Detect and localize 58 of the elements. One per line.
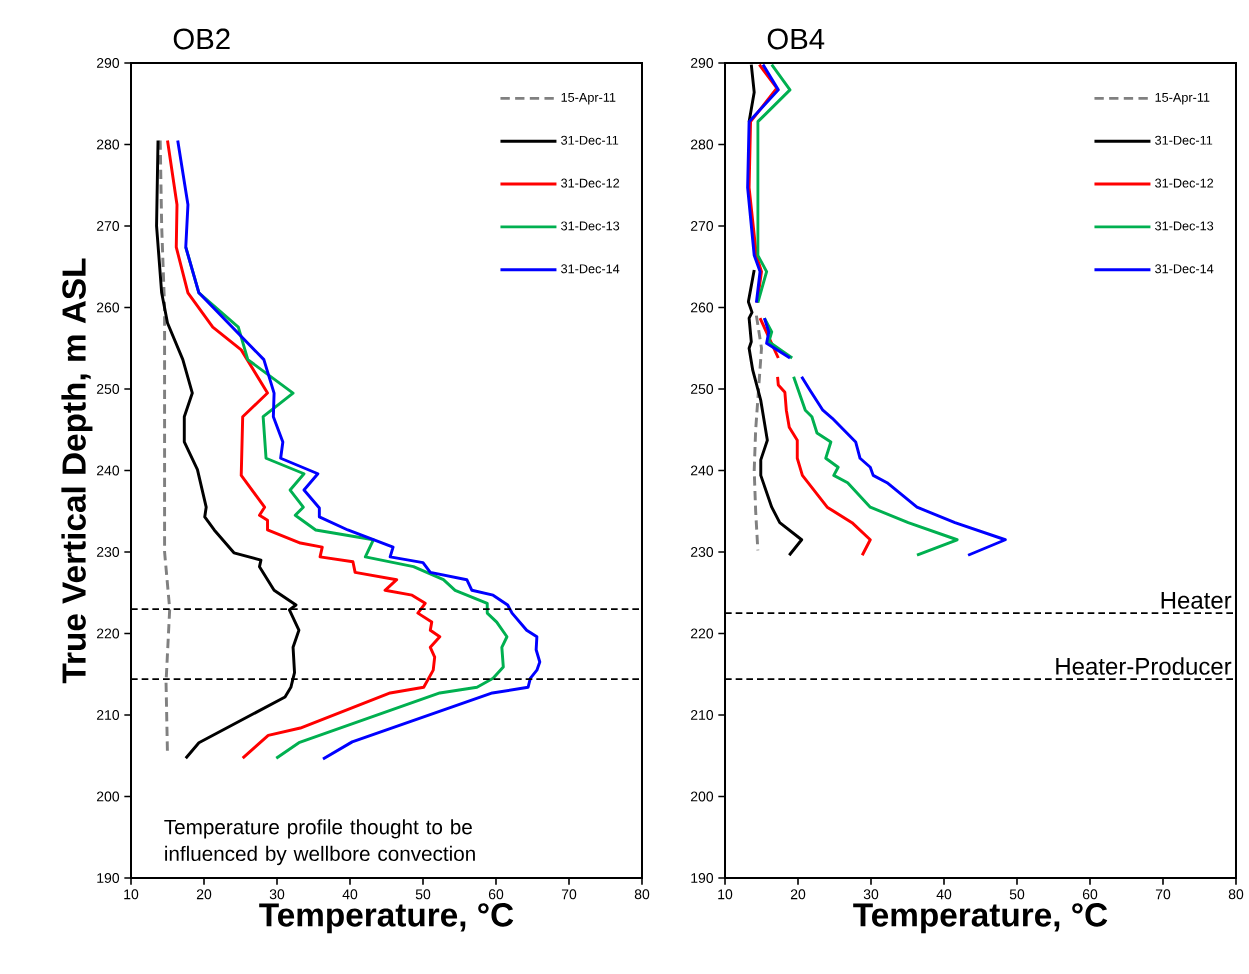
- chart-title: OB2: [173, 28, 230, 50]
- legend-label: 15-Apr-11: [561, 93, 616, 105]
- annotation: Temperature profile thought to be influenced by wellbore convection: [164, 819, 475, 866]
- ref-line-label: Heater: [1161, 592, 1232, 609]
- line-series: [176, 138, 542, 761]
- x-axis-title: Temperature, °C: [853, 903, 1108, 934]
- x-tick-label: 10: [718, 889, 733, 900]
- y-tick-label: 250: [96, 384, 120, 394]
- x-tick-label: 40: [342, 889, 358, 900]
- y-tick-label: 200: [690, 791, 714, 802]
- y-tick-label: 210: [690, 710, 714, 720]
- x-axis-title: Temperature, °C: [259, 903, 514, 934]
- legend-label: 31-Dec-14: [1155, 264, 1214, 274]
- y-tick-label: 270: [96, 221, 120, 231]
- legend-label: 31-Dec-11: [1155, 135, 1213, 145]
- y-tick-label: 250: [690, 384, 714, 394]
- x-tick-label: 10: [124, 889, 139, 900]
- y-tick-label: 290: [690, 58, 714, 68]
- x-tick-label: 70: [561, 889, 577, 900]
- y-tick-label: 190: [97, 873, 120, 883]
- x-tick-label: 30: [269, 889, 285, 900]
- x-tick-label: 20: [196, 889, 212, 900]
- y-tick-label: 220: [96, 628, 120, 639]
- y-tick-label: 260: [96, 302, 120, 313]
- y-tick-label: 230: [96, 547, 120, 557]
- y-tick-label: 190: [691, 873, 714, 883]
- y-tick-label: 240: [96, 465, 120, 476]
- y-tick-label: 210: [96, 710, 120, 720]
- x-tick-label: 60: [488, 889, 504, 900]
- legend-label: 15-Apr-11: [1155, 93, 1210, 105]
- ref-line-label: Heater-Producer: [1056, 657, 1232, 675]
- y-tick-label: 270: [690, 221, 714, 231]
- legend-label: 31-Dec-13: [561, 221, 620, 231]
- x-tick-label: 50: [415, 889, 431, 900]
- legend-label: 31-Dec-11: [561, 135, 619, 145]
- x-tick-label: 80: [634, 889, 650, 900]
- y-tick-label: 220: [690, 628, 714, 639]
- y-tick-label: 280: [96, 139, 120, 150]
- x-tick-label: 70: [1155, 889, 1171, 900]
- x-tick-label: 50: [1009, 889, 1025, 900]
- line-series: [166, 138, 442, 760]
- x-tick-label: 40: [936, 889, 952, 900]
- chart-title: OB4: [767, 28, 825, 50]
- x-tick-label: 80: [1228, 889, 1244, 900]
- legend-label: 31-Dec-12: [561, 178, 620, 188]
- y-tick-label: 240: [690, 465, 714, 476]
- x-tick-label: 60: [1082, 889, 1098, 900]
- y-tick-label: 200: [96, 791, 120, 802]
- y-tick-label: 280: [690, 139, 714, 150]
- y-axis-title: True Vertical Depth, m ASL: [61, 258, 93, 684]
- y-tick-label: 290: [96, 58, 120, 68]
- legend-label: 31-Dec-13: [1155, 221, 1214, 231]
- legend-label: 31-Dec-12: [1155, 178, 1214, 188]
- y-tick-label: 260: [690, 302, 714, 313]
- y-tick-label: 230: [690, 547, 714, 557]
- x-tick-label: 30: [863, 889, 879, 900]
- legend-label: 31-Dec-14: [561, 264, 620, 274]
- x-tick-label: 20: [790, 889, 806, 900]
